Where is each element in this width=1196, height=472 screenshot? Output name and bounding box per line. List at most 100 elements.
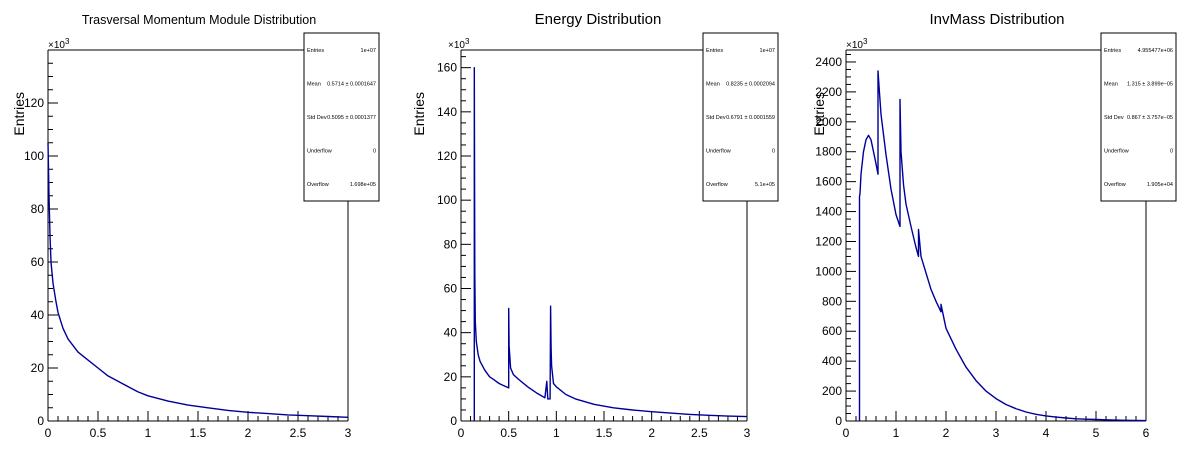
chart-title: Trasversal Momentum Module Distribution [82,13,316,27]
x-tick-label: 1.5 [596,426,613,440]
stats-label: Mean [1104,81,1118,87]
x-tick-label: 2 [943,426,950,440]
stats-label: Entries [1104,48,1121,54]
stats-label: Overflow [1104,182,1126,188]
y-axis-label: Entries [811,92,827,136]
stats-value: 0 [373,149,376,155]
stats-label: Std Dev [1104,115,1124,121]
panel-invmass: InvMass Distribution Entries ×103 0 1 2 3 4 5… [811,11,1177,440]
stats-box-frame [702,32,779,202]
stats-value: 5.1e+05 [755,182,775,188]
y-tick-label: 800 [822,294,842,308]
stats-label: Std Dev [307,115,327,121]
y-tick-label: 1200 [815,234,842,248]
stats-value: 0.867 ± 3.757e−05 [1127,115,1173,121]
y-axis-label: Entries [11,92,27,136]
y-tick-label: 2000 [815,115,842,129]
x-tick-label: 0.5 [500,426,517,440]
y-tick-label: 80 [31,202,45,216]
stats-box: Entries 1e+07 Mean 0.8235 ± 0.0002094 Std De… [702,32,779,202]
x-tick-label: 0.5 [90,426,107,440]
axes: 0 0.5 1 1.5 2 2.5 3 0 20 40 60 80 100 120 [24,49,352,440]
stats-label: Std Dev [706,115,726,121]
stats-value: 0.6791 ± 0.0001559 [726,115,775,121]
y-tick-label: 600 [822,324,842,338]
y-exponent-label: ×103 [48,37,70,51]
stats-value: 1.698e+05 [350,182,376,188]
stats-value: 4.955477e+06 [1138,48,1173,54]
x-tick-label: 0 [843,426,850,440]
y-tick-label: 160 [437,61,457,75]
y-tick-label: 2400 [815,55,842,69]
y-tick-label: 40 [444,326,458,340]
chart-title: InvMass Distribution [929,11,1064,28]
y-tick-label: 100 [437,193,457,207]
y-tick-label: 60 [31,255,45,269]
x-tick-label: 6 [1143,426,1150,440]
stats-box: Entries 1e+07 Mean 0.5714 ± 0.0001647 Std De… [303,32,380,202]
y-exponent-label: ×103 [846,37,868,51]
y-tick-label: 20 [444,370,458,384]
y-tick-label: 0 [835,414,842,428]
y-tick-label: 400 [822,354,842,368]
stats-label: Overflow [307,182,329,188]
stats-value: 1.315 ± 3.899e−05 [1127,81,1173,87]
stats-label: Overflow [706,182,728,188]
stats-label: Entries [307,48,324,54]
y-tick-label: 2200 [815,85,842,99]
x-tick-label: 3 [744,426,751,440]
y-tick-label: 80 [444,237,458,251]
x-tick-label: 0 [45,426,52,440]
histogram-series-line [47,142,349,418]
axes: 0 0.5 1 1.5 2 2.5 3 0 20 40 60 80 100 120 140 160 [437,49,751,440]
y-tick-label: 0 [37,414,44,428]
x-tick-label: 1 [145,426,152,440]
stats-box-frame [1100,32,1177,202]
y-tick-label: 1800 [815,145,842,159]
y-tick-label: 1000 [815,264,842,278]
x-tick-label: 3 [993,426,1000,440]
panel-energy: Energy Distribution Entries ×103 0 0.5 1 1.… [411,11,779,440]
y-exponent-label: ×103 [448,37,470,51]
axes: 0 1 2 3 4 5 6 0 200 400 600 800 1000 1200 1400 1600 1800… [815,49,1150,440]
stats-label: Underflow [706,149,731,155]
stats-value: 0.8235 ± 0.0002094 [726,81,775,87]
x-tick-label: 1.5 [190,426,207,440]
y-tick-label: 200 [822,384,842,398]
y-tick-label: 100 [24,149,44,163]
y-axis-label: Entries [411,92,427,136]
x-tick-label: 4 [1043,426,1050,440]
x-tick-label: 2.5 [691,426,708,440]
y-tick-label: 140 [437,105,457,119]
x-tick-label: 3 [345,426,352,440]
stats-value: 1.905e+04 [1147,182,1173,188]
stats-value: 0.5095 ± 0.0001377 [327,115,376,121]
stats-value: 0 [772,149,775,155]
stats-label: Entries [706,48,723,54]
stats-label: Mean [307,81,321,87]
x-tick-label: 2 [245,426,252,440]
histogram-series-line [473,67,748,421]
histogram-series-line [858,70,1147,422]
stats-value: 0 [1170,149,1173,155]
x-tick-label: 5 [1093,426,1100,440]
stats-label: Underflow [307,149,332,155]
stats-label: Mean [706,81,720,87]
panel-transverse-momentum: Trasversal Momentum Module Distribution … [11,13,380,440]
x-tick-label: 2 [648,426,655,440]
stats-label: Underflow [1104,149,1129,155]
y-tick-label: 120 [24,96,44,110]
x-tick-label: 1 [553,426,560,440]
stats-box: Entries 4.955477e+06 Mean 1.315 ± 3.899e−05… [1100,32,1177,202]
chart-title: Energy Distribution [535,11,662,28]
x-tick-label: 2.5 [290,426,307,440]
y-tick-label: 0 [450,414,457,428]
stats-value: 0.5714 ± 0.0001647 [327,81,376,87]
y-tick-label: 1400 [815,205,842,219]
x-tick-label: 0 [458,426,465,440]
y-tick-label: 120 [437,149,457,163]
y-tick-label: 1600 [815,175,842,189]
y-tick-label: 20 [31,361,45,375]
x-tick-label: 1 [893,426,900,440]
